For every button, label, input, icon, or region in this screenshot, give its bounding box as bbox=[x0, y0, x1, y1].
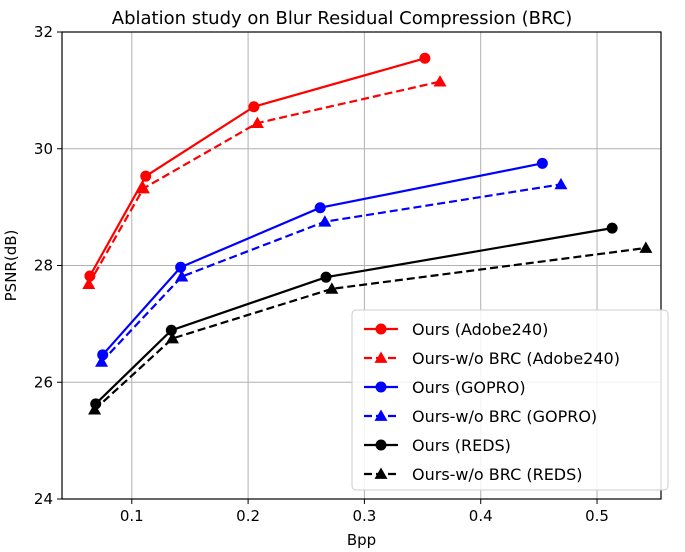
series-line bbox=[88, 57, 426, 277]
chart-title: Ablation study on Blur Residual Compress… bbox=[112, 8, 572, 29]
legend-box bbox=[351, 309, 669, 491]
series-1 bbox=[82, 75, 447, 290]
data-point bbox=[165, 324, 177, 336]
y-axis-label: PSNR(dB) bbox=[2, 230, 20, 302]
series-line bbox=[101, 162, 543, 356]
legend-label: Ours-w/o BRC (Adobe240) bbox=[412, 349, 620, 368]
legend-item: Ours (Adobe240) bbox=[364, 320, 548, 339]
ticks-layer: 0.1 0.2 0.3 0.4 0.5 24 26 28 30 32 bbox=[34, 23, 609, 525]
series-line bbox=[100, 183, 562, 363]
series-5 bbox=[88, 241, 653, 415]
data-point bbox=[536, 157, 548, 169]
data-point bbox=[165, 331, 179, 344]
data-point bbox=[419, 52, 431, 64]
legend-item: Ours-w/o BRC (REDS) bbox=[364, 465, 583, 484]
series-3 bbox=[95, 177, 568, 367]
legend-label: Ours (GOPRO) bbox=[412, 378, 526, 397]
y-tick-label: 26 bbox=[34, 373, 53, 391]
data-point bbox=[320, 271, 332, 283]
legend-item: Ours (GOPRO) bbox=[364, 378, 526, 397]
legend: Ours (Adobe240) Ours-w/o BRC (Adobe240) Ou… bbox=[351, 309, 669, 491]
series-line bbox=[94, 227, 613, 405]
x-tick-label: 0.5 bbox=[585, 507, 609, 525]
y-tick-label: 30 bbox=[34, 140, 53, 158]
series-layer bbox=[82, 52, 653, 415]
data-point bbox=[318, 215, 332, 227]
legend-item: Ours (REDS) bbox=[364, 436, 511, 455]
series-4 bbox=[90, 222, 618, 410]
legend-swatch-marker bbox=[374, 467, 388, 479]
data-point bbox=[325, 282, 339, 294]
data-point bbox=[250, 116, 264, 128]
series-line bbox=[87, 80, 441, 285]
legend-swatch-marker bbox=[375, 381, 387, 393]
data-point bbox=[88, 403, 102, 415]
data-point bbox=[248, 101, 260, 113]
data-point bbox=[140, 170, 152, 182]
data-point bbox=[82, 277, 96, 290]
x-axis-label: Bpp bbox=[347, 531, 376, 549]
legend-label: Ours (Adobe240) bbox=[412, 320, 548, 339]
legend-label: Ours-w/o BRC (REDS) bbox=[412, 465, 583, 484]
data-point bbox=[433, 75, 447, 87]
legend-swatch-marker bbox=[375, 439, 387, 451]
y-tick-label: 32 bbox=[34, 23, 53, 41]
data-point bbox=[639, 241, 653, 253]
legend-item: Ours-w/o BRC (Adobe240) bbox=[364, 349, 620, 368]
x-tick-label: 0.2 bbox=[236, 507, 260, 525]
legend-label: Ours (REDS) bbox=[412, 436, 511, 455]
data-point bbox=[95, 355, 109, 367]
data-point bbox=[606, 222, 618, 234]
x-tick-label: 0.3 bbox=[352, 507, 376, 525]
x-tick-label: 0.1 bbox=[120, 507, 144, 525]
y-tick-label: 28 bbox=[34, 257, 53, 275]
y-tick-label: 24 bbox=[34, 490, 53, 508]
data-point bbox=[175, 270, 189, 282]
data-point bbox=[136, 181, 150, 194]
legend-swatch-marker bbox=[374, 351, 388, 363]
legend-swatch-marker bbox=[374, 409, 388, 421]
data-point bbox=[175, 261, 187, 273]
data-point bbox=[314, 202, 326, 214]
x-tick-label: 0.4 bbox=[469, 507, 493, 525]
legend-label: Ours-w/o BRC (GOPRO) bbox=[412, 407, 597, 426]
series-line bbox=[93, 246, 647, 411]
legend-swatch-marker bbox=[375, 323, 387, 335]
legend-item: Ours-w/o BRC (GOPRO) bbox=[364, 407, 597, 426]
data-point bbox=[554, 177, 568, 190]
